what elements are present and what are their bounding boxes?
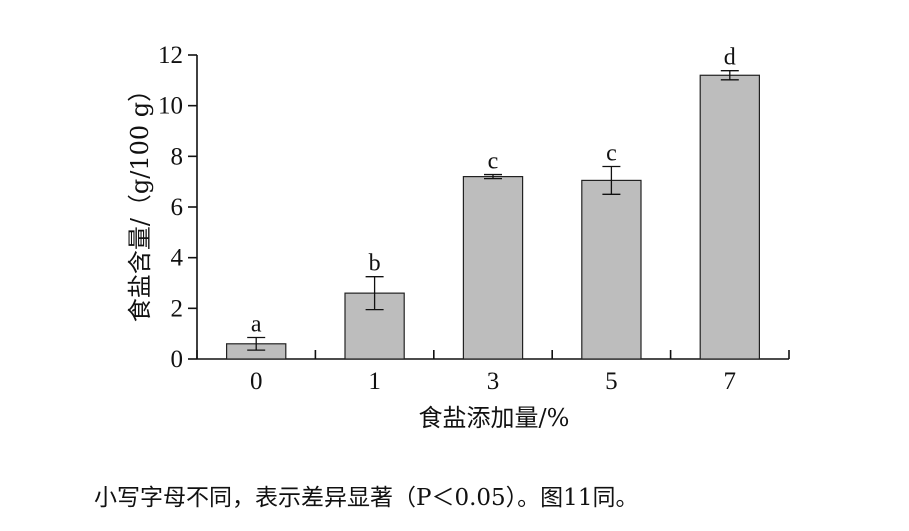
figure-caption: 小写字母不同，表示差异显著（P＜0.05）。图11同。 [94,485,639,511]
bar [581,179,642,360]
bar-chart: 0 2 4 6 8 10 12 0 1 3 5 7 a b c c d 食盐含量/（g/100 g） 食盐添… [126,42,790,432]
significance-letter: c [488,149,499,175]
y-tick-label: 10 [158,93,183,120]
y-tick-label: 0 [171,346,184,373]
y-tick-label: 2 [171,295,184,322]
significance-letter: d [724,45,736,71]
y-tick-label: 8 [171,143,184,170]
x-tick-label: 0 [250,368,263,395]
significance-letter: c [606,140,617,166]
y-tick-label: 4 [171,245,184,272]
significance-letter: b [369,251,381,277]
x-tick-label: 1 [368,368,381,395]
y-axis: 0 2 4 6 8 10 12 [158,42,198,373]
x-axis-title: 食盐添加量/% [419,404,570,432]
x-tick-label: 7 [724,368,737,395]
y-tick-label: 12 [158,42,183,69]
y-tick-label: 6 [171,194,184,221]
significance-letter: a [251,311,262,337]
bars: a b c c d [226,45,761,360]
x-tick-label: 3 [487,368,500,395]
bar [699,74,761,360]
x-tick-label: 5 [605,368,618,395]
y-axis-title: 食盐含量/（g/100 g） [126,78,154,322]
bar [462,176,524,360]
